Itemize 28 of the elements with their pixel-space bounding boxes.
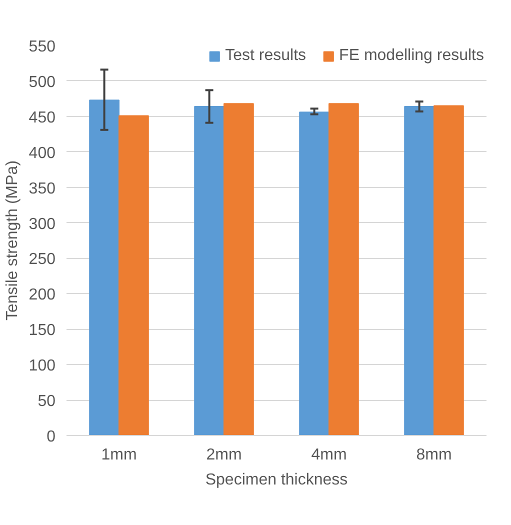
legend-label: FE modelling results: [339, 47, 484, 65]
y-axis-title: Tensile strength (MPa): [4, 160, 21, 321]
bar: [224, 103, 254, 436]
x-tick-label: 1mm: [101, 446, 137, 464]
y-tick-label: 550: [28, 38, 56, 56]
y-tick-label: 250: [28, 251, 56, 268]
bar: [328, 103, 359, 436]
legend-label: Test results: [225, 47, 306, 65]
y-tick-label: 50: [38, 393, 56, 410]
y-tick-label: 200: [28, 286, 56, 304]
bar: [89, 100, 120, 436]
y-tick-label: 300: [28, 216, 56, 233]
bar: [434, 105, 464, 436]
y-tick-label: 150: [28, 322, 56, 340]
bar: [194, 106, 224, 436]
y-tick-label: 350: [28, 180, 56, 198]
x-tick-label: 2mm: [206, 446, 242, 464]
bar: [299, 112, 330, 436]
bar: [118, 115, 149, 436]
x-axis-title: Specimen thickness: [205, 472, 348, 488]
y-tick-label: 500: [28, 74, 56, 91]
x-tick-label: 4mm: [311, 446, 347, 464]
y-tick-label: 0: [46, 428, 56, 446]
x-tick-label: 8mm: [416, 446, 452, 464]
y-tick-label: 450: [28, 109, 56, 126]
y-tick-label: 400: [28, 144, 56, 162]
bar: [404, 106, 434, 436]
y-tick-label: 100: [28, 358, 56, 375]
